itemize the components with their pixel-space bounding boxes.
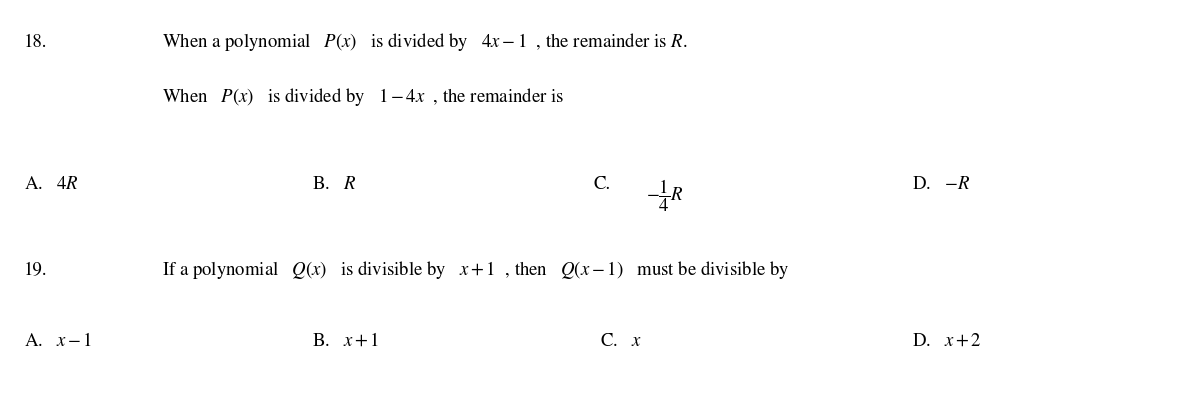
Text: $-\dfrac{1}{4}R$: $-\dfrac{1}{4}R$ xyxy=(646,177,683,213)
Text: C.   $x$: C. $x$ xyxy=(600,333,642,350)
Text: D.   $-R$: D. $-R$ xyxy=(912,176,970,193)
Text: C.: C. xyxy=(594,176,611,193)
Text: When   $P(x)$   is divided by   $1-4x$  , the remainder is: When $P(x)$ is divided by $1-4x$ , the r… xyxy=(162,86,564,108)
Text: 19.: 19. xyxy=(24,262,48,279)
Text: When a polynomial   $P(x)$   is divided by   $4x-1$  , the remainder is $R$.: When a polynomial $P(x)$ is divided by $… xyxy=(162,31,688,53)
Text: B.   $x+1$: B. $x+1$ xyxy=(312,332,379,350)
Text: 18.: 18. xyxy=(24,34,47,51)
Text: D.   $x+2$: D. $x+2$ xyxy=(912,333,982,350)
Text: A.   $4R$: A. $4R$ xyxy=(24,176,79,193)
Text: A.   $x-1$: A. $x-1$ xyxy=(24,332,92,350)
Text: B.   $R$: B. $R$ xyxy=(312,176,356,193)
Text: If a polynomial   $Q(x)$   is divisible by   $x+1$  , then   $Q(x-1)$   must be : If a polynomial $Q(x)$ is divisible by $… xyxy=(162,259,790,281)
